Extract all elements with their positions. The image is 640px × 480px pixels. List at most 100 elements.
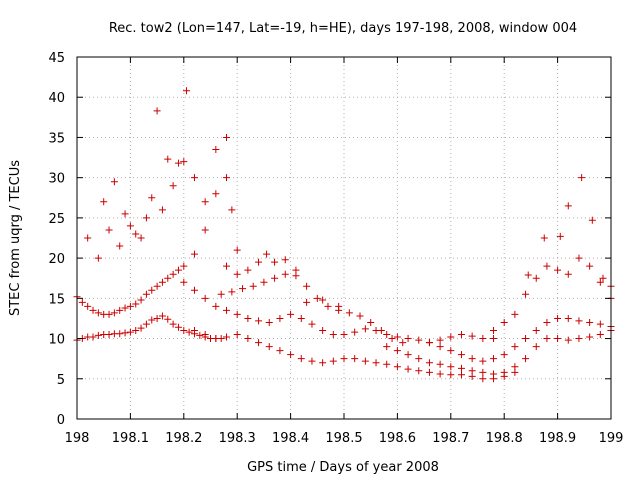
data-point	[543, 262, 551, 270]
data-point	[511, 343, 519, 351]
data-point	[137, 324, 145, 332]
x-tick-label: 198.2	[165, 431, 202, 446]
data-point	[121, 304, 129, 312]
data-point	[564, 270, 572, 278]
data-point	[447, 363, 455, 371]
data-point	[524, 271, 532, 279]
data-point	[425, 339, 433, 347]
series-arc-2	[73, 262, 188, 318]
data-point	[404, 365, 412, 373]
chart-title: Rec. tow2 (Lon=147, Lat=-19, h=HE), days…	[109, 21, 577, 36]
data-point	[575, 335, 583, 343]
data-point	[447, 371, 455, 379]
data-point	[212, 302, 220, 310]
data-point	[586, 318, 594, 326]
data-point	[388, 335, 396, 343]
data-point	[367, 318, 375, 326]
y-tick-label: 35	[48, 131, 65, 146]
data-point	[142, 214, 150, 222]
data-point	[153, 107, 161, 115]
data-point	[415, 355, 423, 363]
data-point	[276, 314, 284, 322]
data-point	[271, 274, 279, 282]
data-point	[575, 254, 583, 262]
data-point	[500, 368, 508, 376]
data-point	[479, 357, 487, 365]
data-point	[308, 357, 316, 365]
data-point	[217, 290, 225, 298]
data-point	[190, 286, 198, 294]
data-point	[223, 306, 231, 314]
data-point	[174, 323, 182, 331]
data-point	[297, 355, 305, 363]
data-point	[105, 226, 113, 234]
data-point	[244, 335, 252, 343]
data-point	[324, 302, 332, 310]
data-point	[158, 278, 166, 286]
data-points	[73, 87, 615, 383]
data-point	[164, 274, 172, 282]
data-point	[84, 234, 92, 242]
data-point	[94, 331, 102, 339]
data-point	[244, 266, 252, 274]
data-point	[281, 256, 289, 264]
data-point	[212, 335, 220, 343]
data-point	[522, 290, 530, 298]
data-point	[287, 310, 295, 318]
data-point	[185, 328, 193, 336]
data-point	[564, 202, 572, 210]
data-point	[233, 331, 241, 339]
data-point	[564, 314, 572, 322]
data-point	[303, 298, 311, 306]
data-point	[554, 266, 562, 274]
data-point	[319, 327, 327, 335]
data-point	[153, 282, 161, 290]
y-tick-label: 0	[57, 413, 65, 428]
data-point	[281, 270, 289, 278]
data-point	[260, 278, 268, 286]
y-tick-label: 40	[48, 91, 65, 106]
data-point	[201, 198, 209, 206]
data-point	[190, 327, 198, 335]
data-point	[361, 357, 369, 365]
data-point	[142, 290, 150, 298]
data-point	[169, 320, 177, 328]
data-point	[383, 343, 391, 351]
data-point	[169, 270, 177, 278]
data-point	[94, 309, 102, 317]
data-point	[249, 282, 257, 290]
data-point	[132, 327, 140, 335]
data-point	[532, 327, 540, 335]
data-point	[148, 194, 156, 202]
data-point	[532, 343, 540, 351]
x-tick-label: 198.3	[219, 431, 256, 446]
x-tick-label: 198.4	[272, 431, 309, 446]
data-point	[239, 285, 247, 293]
data-point	[345, 309, 353, 317]
data-point	[490, 335, 498, 343]
x-tick-label: 198.1	[112, 431, 149, 446]
data-point	[110, 309, 118, 317]
data-point	[105, 310, 113, 318]
data-point	[132, 300, 140, 308]
series-arc-11	[490, 254, 615, 335]
data-point	[223, 333, 231, 341]
data-point	[468, 367, 476, 375]
data-point	[586, 262, 594, 270]
data-point	[436, 343, 444, 351]
data-point	[556, 232, 564, 240]
data-point	[404, 335, 412, 343]
data-point	[522, 355, 530, 363]
data-point	[500, 351, 508, 359]
series-arc-7	[223, 250, 343, 310]
data-point	[543, 318, 551, 326]
data-point	[233, 310, 241, 318]
data-point	[196, 331, 204, 339]
data-point	[564, 336, 572, 344]
data-point	[447, 333, 455, 341]
data-point	[393, 347, 401, 355]
y-tick-label: 15	[48, 292, 65, 307]
data-point	[490, 370, 498, 378]
data-point	[468, 355, 476, 363]
data-point	[490, 355, 498, 363]
